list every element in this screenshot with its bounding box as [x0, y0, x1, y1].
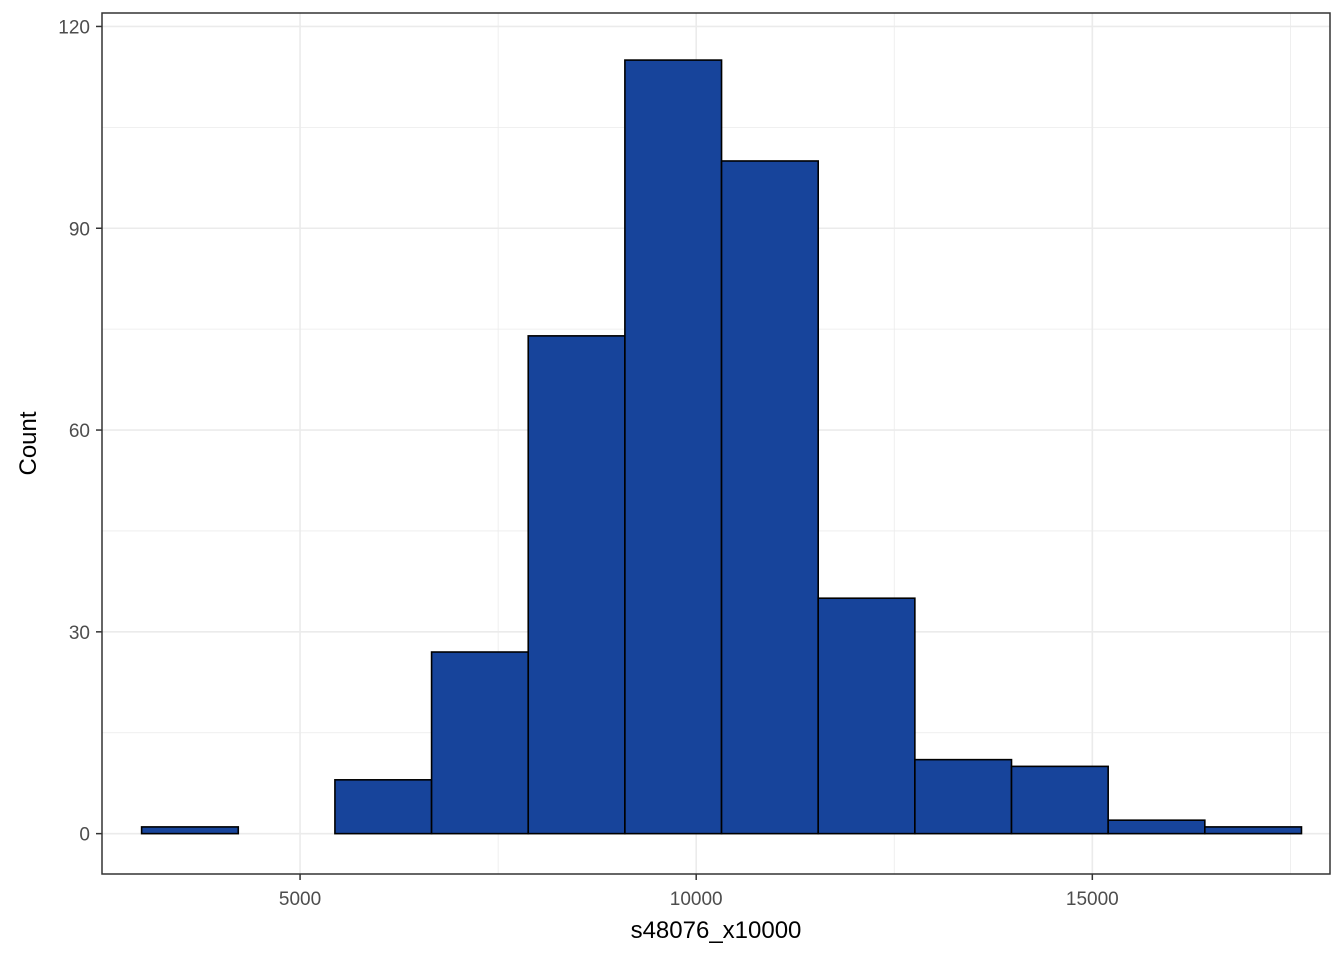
y-tick-label: 120 [58, 17, 90, 38]
x-axis-title: s48076_x10000 [631, 917, 802, 944]
histogram-bar-7 [817, 597, 916, 835]
y-tick-label: 0 [79, 825, 90, 846]
x-tick-label: 15000 [1066, 889, 1119, 910]
y-tick-label: 30 [69, 623, 90, 644]
histogram-bar-0 [140, 826, 240, 835]
histogram-bar-10 [1107, 819, 1206, 835]
histogram-bar-11 [1204, 826, 1303, 835]
histogram-bar-8 [914, 758, 1013, 835]
panel-border [101, 12, 1331, 875]
y-axis-title: Count [15, 411, 42, 475]
histogram-bar-2 [334, 779, 433, 835]
histogram-bars [140, 59, 1303, 835]
axes: 0 30 60 90 120 5000 10000 15000 [58, 17, 1118, 910]
histogram-bar-5 [624, 59, 723, 835]
histogram-bar-4 [527, 335, 626, 835]
x-tick-label: 10000 [670, 889, 723, 910]
y-tick-label: 60 [69, 421, 90, 442]
x-tick-label: 5000 [279, 889, 321, 910]
y-tick-label: 90 [69, 219, 90, 240]
histogram-bar-9 [1010, 765, 1109, 835]
histogram-bar-6 [720, 160, 820, 835]
histogram-bar-3 [430, 651, 530, 835]
